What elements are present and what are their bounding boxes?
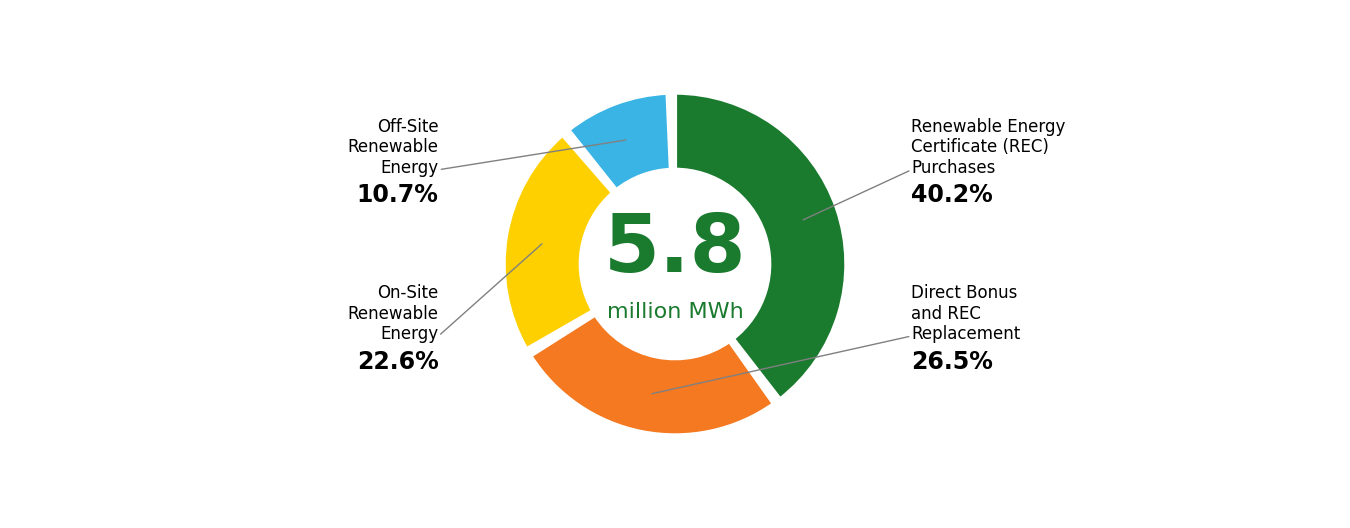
Text: 26.5%: 26.5%	[911, 350, 994, 374]
Text: Direct Bonus
and REC
Replacement: Direct Bonus and REC Replacement	[911, 284, 1021, 344]
Wedge shape	[504, 135, 613, 350]
Text: 22.6%: 22.6%	[356, 350, 439, 374]
Text: On-Site
Renewable
Energy: On-Site Renewable Energy	[347, 284, 439, 344]
Wedge shape	[568, 93, 671, 190]
Text: 10.7%: 10.7%	[356, 183, 439, 208]
Wedge shape	[675, 92, 846, 400]
Text: 5.8: 5.8	[603, 211, 747, 289]
Text: Off-Site
Renewable
Energy: Off-Site Renewable Energy	[347, 118, 439, 177]
Wedge shape	[531, 315, 774, 436]
Text: 40.2%: 40.2%	[911, 183, 994, 208]
Text: million MWh: million MWh	[606, 302, 744, 322]
Text: Renewable Energy
Certificate (REC)
Purchases: Renewable Energy Certificate (REC) Purch…	[911, 118, 1066, 177]
